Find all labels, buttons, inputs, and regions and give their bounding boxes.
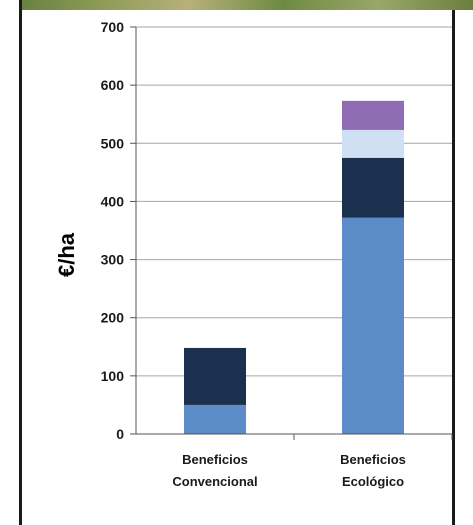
- bar-segment: [184, 404, 246, 434]
- right-frame-line: [452, 10, 455, 525]
- y-tick-label: 200: [101, 310, 125, 326]
- y-tick-label: 0: [116, 426, 124, 442]
- left-frame-line: [19, 0, 22, 525]
- y-axis-label: €/ha: [54, 232, 79, 277]
- bar-segment: [184, 347, 246, 405]
- y-tick-label: 300: [101, 252, 125, 268]
- gridlines: [136, 26, 452, 377]
- right-frame: [452, 10, 473, 525]
- axes: [130, 26, 453, 440]
- bar-segment: [342, 217, 404, 434]
- y-tick-label: 700: [101, 19, 125, 35]
- bar-segment: [342, 157, 404, 218]
- x-category-label: Beneficios: [340, 452, 406, 467]
- bars: [184, 100, 404, 434]
- y-tick-label: 500: [101, 135, 125, 151]
- y-tick-label: 600: [101, 77, 125, 93]
- y-tick-label: 400: [101, 193, 125, 209]
- x-category-label: Beneficios: [182, 452, 248, 467]
- y-tick-label: 100: [101, 368, 125, 384]
- labels: 0 100 200 300 400 500 600 700 Beneficios Convenci…: [101, 19, 406, 489]
- x-category-label: Ecológico: [342, 474, 404, 489]
- left-frame: [0, 0, 22, 525]
- bar-segment: [342, 100, 404, 130]
- bar-segment: [342, 129, 404, 158]
- x-category-label: Convencional: [172, 474, 257, 489]
- top-frame: [22, 10, 455, 18]
